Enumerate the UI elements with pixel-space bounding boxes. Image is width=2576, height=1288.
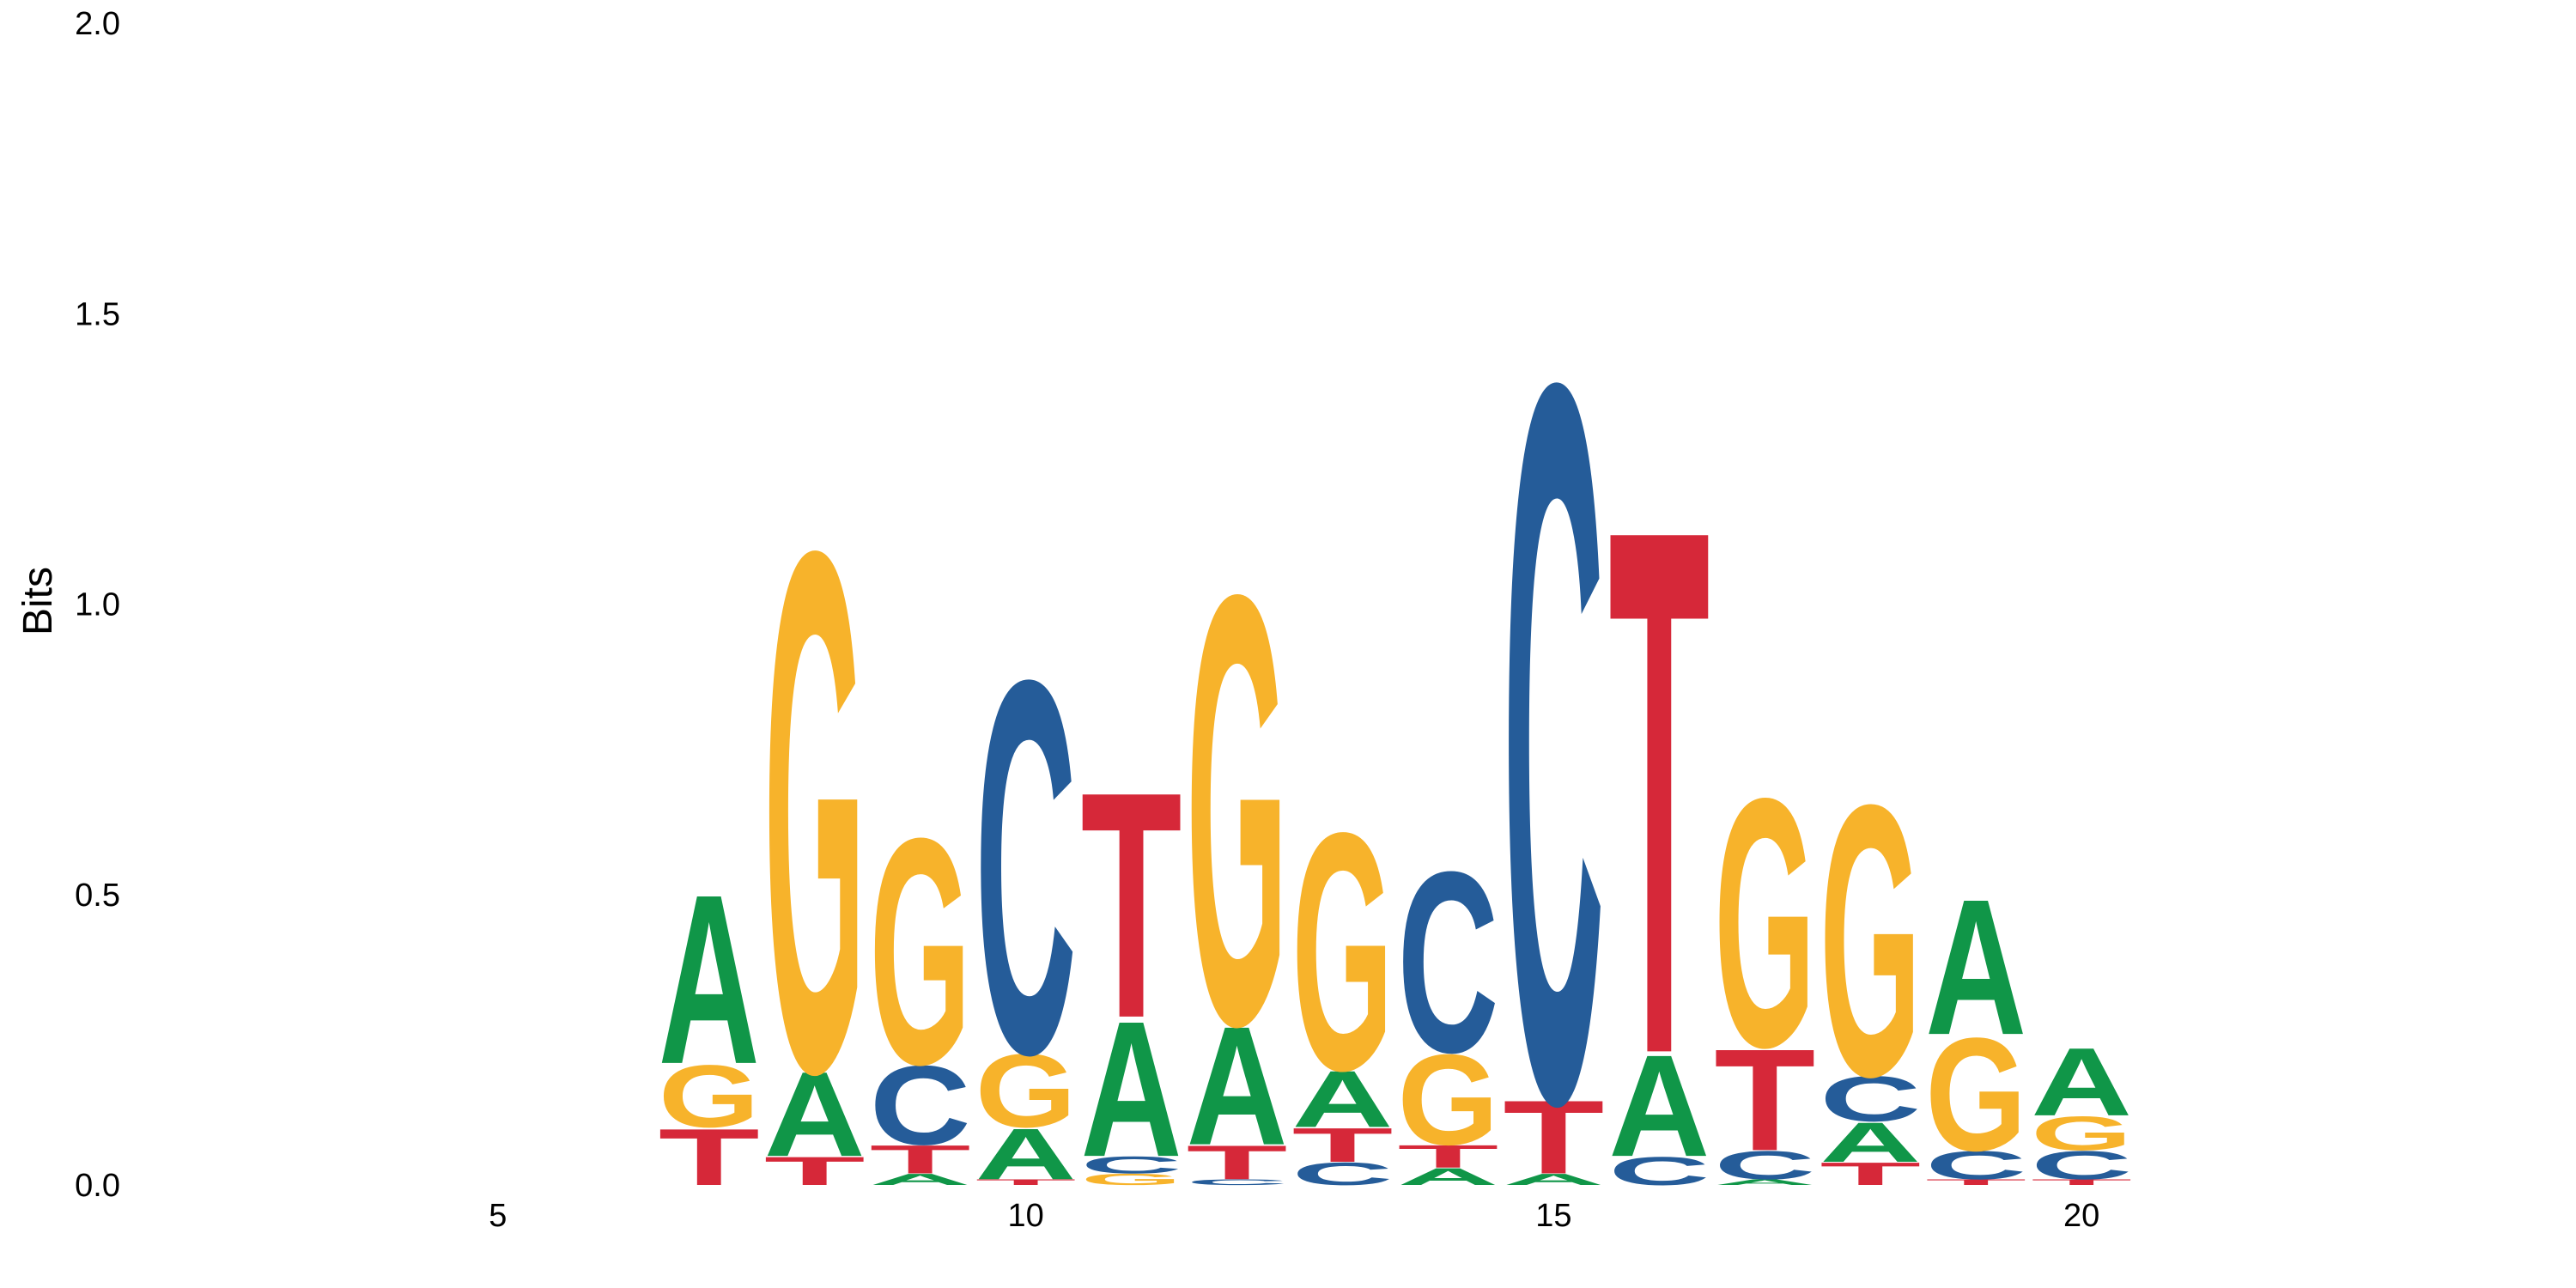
logo-letter-g: G xyxy=(870,771,971,1132)
x-tick-label: 15 xyxy=(1535,1198,1571,1234)
logo-letter-t: T xyxy=(1503,1079,1604,1196)
logo-letter-a: A xyxy=(1820,1111,1921,1174)
logo-letter-a: A xyxy=(1925,859,2026,1075)
logo-letter-c: C xyxy=(975,570,1077,1165)
logo-letter-t: T xyxy=(1291,1118,1393,1172)
logo-letter-c: C xyxy=(2031,1143,2132,1188)
logo-letter-t: T xyxy=(659,1112,760,1202)
logo-letter-a: A xyxy=(764,1048,866,1182)
y-tick-label: 1.5 xyxy=(75,296,120,332)
logo-letter-g: G xyxy=(1820,725,1921,1157)
logo-letter-t: T xyxy=(1081,726,1182,1085)
x-tick-label: 20 xyxy=(2063,1198,2099,1234)
logo-letter-a: A xyxy=(659,843,760,1115)
logo-letter-g: G xyxy=(1925,1005,2026,1185)
logo-letter-t: T xyxy=(2031,1177,2132,1187)
logo-letter-a: A xyxy=(2031,1028,2132,1136)
logo-letter-c: C xyxy=(1714,1143,1815,1188)
logo-letter-t: T xyxy=(870,1137,971,1182)
y-tick-label: 1.0 xyxy=(75,587,120,623)
logo-letter-t: T xyxy=(1187,1136,1288,1190)
logo-letter-c: C xyxy=(1397,819,1498,1107)
logo-letter-c: C xyxy=(1291,1156,1393,1192)
logo-letter-g: G xyxy=(1714,724,1815,1121)
logo-letter-g: G xyxy=(1187,469,1288,1153)
y-axis-label: Bits xyxy=(15,567,61,635)
y-tick-label: 0.0 xyxy=(75,1168,120,1204)
logo-letter-t: T xyxy=(1608,374,1710,1212)
logo-letter-c: C xyxy=(1608,1149,1710,1194)
logo-letter-c: C xyxy=(1187,1177,1288,1187)
x-tick-label: 5 xyxy=(489,1198,507,1234)
y-axis-ticks: 0.0 0.5 1.0 1.5 2.0 xyxy=(75,6,120,1204)
logo-stack-pos-7: TGA xyxy=(659,843,760,1202)
logo-letter-g: G xyxy=(1291,762,1393,1141)
y-tick-label: 0.5 xyxy=(75,878,120,914)
logo-letter-g: G xyxy=(1397,1028,1498,1172)
logo-letter-c: C xyxy=(870,1043,971,1169)
logo-letter-a: A xyxy=(1397,1163,1498,1190)
logo-letter-a: A xyxy=(1081,981,1182,1197)
logo-letter-a: A xyxy=(870,1170,971,1188)
x-axis-ticks: 5 10 15 20 xyxy=(489,1198,2099,1234)
logo-letter-c: C xyxy=(1925,1143,2026,1188)
logo-letter-g: G xyxy=(659,1047,760,1145)
logo-stack-pos-8: TAG xyxy=(764,397,866,1227)
logo-letter-c: C xyxy=(1503,172,1604,1288)
logo-stack-pos-15: ATC xyxy=(1503,172,1604,1288)
logo-letter-t: T xyxy=(975,1177,1077,1187)
x-tick-label: 10 xyxy=(1007,1198,1043,1234)
logo-letter-g: G xyxy=(975,1032,1077,1150)
logo-letter-a: A xyxy=(975,1114,1077,1195)
logo-letter-a: A xyxy=(1714,1177,1815,1187)
logo-letter-a: A xyxy=(1291,1054,1393,1145)
logo-letter-t: T xyxy=(1714,1020,1815,1182)
logo-letter-g: G xyxy=(1081,1170,1182,1188)
logo-letter-a: A xyxy=(1503,1170,1604,1188)
logo-letter-t: T xyxy=(1397,1139,1498,1175)
logo-letter-g: G xyxy=(2031,1107,2132,1161)
logo-letter-t: T xyxy=(1820,1156,1921,1192)
y-tick-label: 2.0 xyxy=(75,6,120,42)
logo-stack-pos-16: CAT xyxy=(1608,374,1710,1212)
logo-letter-a: A xyxy=(1187,992,1288,1181)
logo-letter-a: A xyxy=(1608,1025,1710,1188)
logo-letter-c: C xyxy=(1820,1063,1921,1135)
logo-letter-g: G xyxy=(764,397,866,1227)
logo-letter-t: T xyxy=(764,1149,866,1194)
logo-letter-t: T xyxy=(1925,1177,2026,1187)
logo-letter-c: C xyxy=(1081,1151,1182,1178)
